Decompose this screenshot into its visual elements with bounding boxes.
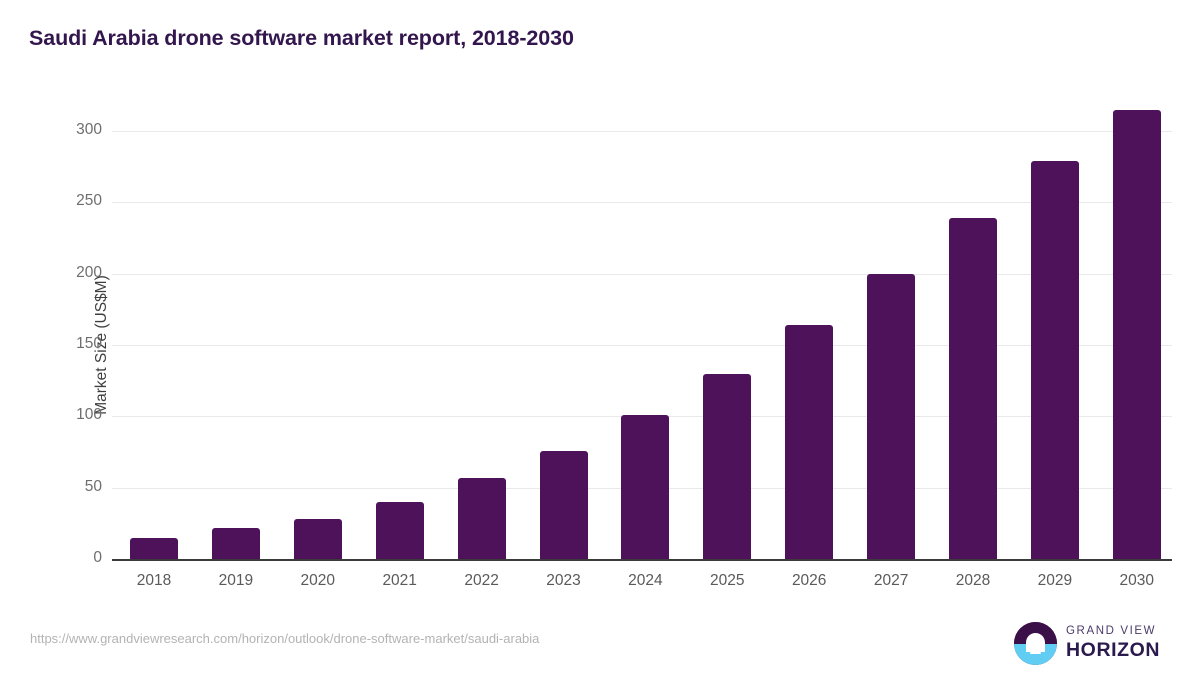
- bar-2018[interactable]: [130, 537, 178, 559]
- logo-sea: [1014, 644, 1057, 665]
- logo-horizon-text: HORIZON: [1066, 639, 1161, 661]
- y-tick-label: 200: [76, 263, 102, 281]
- y-tick-label: 300: [76, 121, 102, 138]
- gridline-stub-150: [112, 345, 130, 346]
- bar-2027[interactable]: [867, 273, 916, 559]
- bar-2024[interactable]: [621, 414, 670, 559]
- logo-grand-view-text: GRAND VIEW: [1066, 625, 1157, 637]
- y-tick-label: 0: [93, 549, 102, 566]
- gridline-300: [130, 131, 1172, 132]
- gridline-150: [130, 345, 1172, 346]
- x-tick-label-2028: 2028: [955, 572, 991, 589]
- gridline-250: [130, 202, 1172, 204]
- logo-sun-dome: [1026, 633, 1045, 653]
- plot-area: [112, 109, 1172, 561]
- gridline-200: [130, 273, 1172, 275]
- bar-2023[interactable]: [539, 450, 588, 559]
- x-tick-label-2018: 2018: [136, 572, 172, 589]
- bar-2019[interactable]: [211, 527, 260, 559]
- logo-stripe-1: [1027, 646, 1044, 649]
- grand-view-horizon-logo: GRAND VIEW HORIZON: [1014, 620, 1166, 666]
- bar-2030[interactable]: [1112, 109, 1161, 559]
- page-title: Saudi Arabia drone software market repor…: [29, 26, 574, 50]
- x-tick-label-2026: 2026: [791, 572, 827, 589]
- gridline-stub-0: [112, 559, 130, 561]
- gridline-stub-250: [112, 202, 130, 204]
- source-url[interactable]: https://www.grandviewresearch.com/horizo…: [30, 631, 540, 646]
- bar-2025[interactable]: [703, 373, 752, 559]
- x-tick-label-2027: 2027: [873, 572, 909, 589]
- x-tick-label-2020: 2020: [300, 572, 336, 589]
- y-tick-label: 250: [76, 192, 102, 210]
- x-tick-label-2023: 2023: [546, 572, 581, 589]
- logo-stripe-2: [1030, 652, 1041, 655]
- logo-wordmark: GRAND VIEW HORIZON: [1066, 624, 1160, 661]
- x-tick-label-2022: 2022: [464, 572, 499, 589]
- y-tick-label: 150: [76, 335, 102, 352]
- y-tick-label: 50: [84, 477, 102, 495]
- gridline-stub-100: [112, 416, 130, 418]
- gridline-stub-300: [112, 131, 130, 132]
- x-tick-label-2021: 2021: [382, 572, 417, 589]
- bar-2026[interactable]: [785, 325, 834, 559]
- x-tick-label-2025: 2025: [710, 572, 745, 589]
- x-tick-label-2024: 2024: [628, 572, 663, 589]
- bar-2022[interactable]: [457, 477, 506, 559]
- gridline-stub-50: [112, 487, 130, 489]
- x-tick-label-2030: 2030: [1119, 572, 1155, 589]
- gridline-stub-200: [112, 273, 130, 275]
- bar-2021[interactable]: [375, 501, 424, 559]
- gridline-0: [130, 559, 1172, 561]
- x-tick-label-2019: 2019: [218, 572, 254, 589]
- horizon-sun-icon: [1014, 622, 1057, 665]
- bar-2028[interactable]: [949, 218, 997, 559]
- x-tick-label-2029: 2029: [1037, 572, 1073, 589]
- bar-2020[interactable]: [293, 519, 342, 559]
- y-tick-label: 100: [76, 406, 102, 424]
- bar-2029[interactable]: [1030, 160, 1079, 559]
